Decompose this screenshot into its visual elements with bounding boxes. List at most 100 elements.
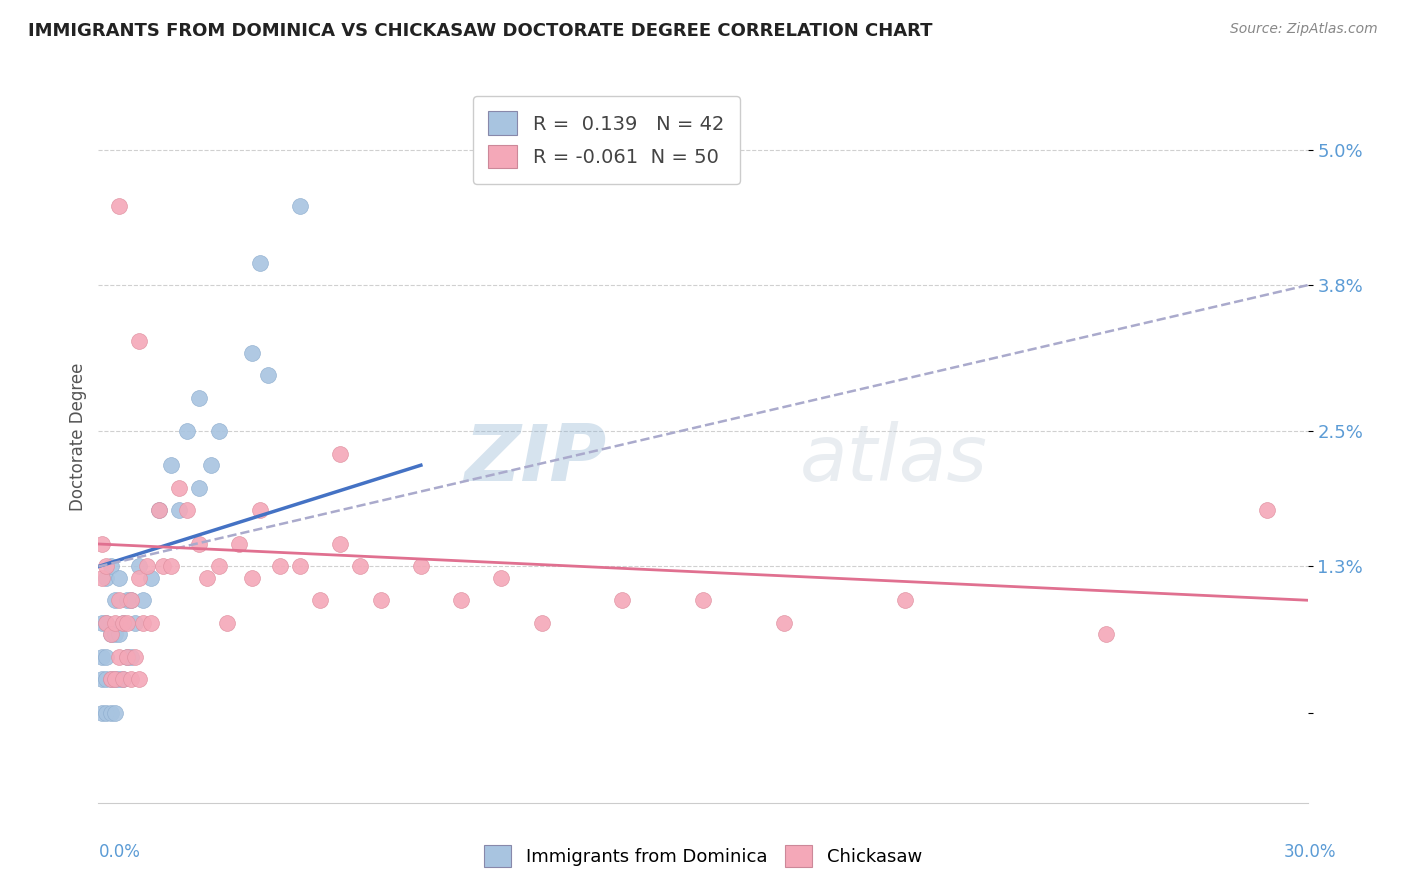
Point bbox=[107, 571, 129, 585]
Point bbox=[132, 615, 155, 630]
Point bbox=[370, 593, 392, 607]
Point bbox=[107, 593, 129, 607]
Point bbox=[120, 649, 142, 664]
Point bbox=[208, 559, 231, 574]
Point bbox=[309, 593, 332, 607]
Point bbox=[167, 481, 190, 495]
Point bbox=[96, 559, 118, 574]
Point bbox=[91, 706, 114, 720]
Point bbox=[128, 559, 150, 574]
Point bbox=[103, 615, 125, 630]
Point bbox=[139, 615, 162, 630]
Point bbox=[329, 537, 352, 551]
Point bbox=[115, 593, 138, 607]
Point bbox=[100, 559, 122, 574]
Point bbox=[148, 503, 170, 517]
Text: 0.0%: 0.0% bbox=[98, 843, 141, 861]
Point bbox=[120, 593, 142, 607]
Point bbox=[195, 571, 218, 585]
Point bbox=[772, 615, 794, 630]
Point bbox=[91, 537, 114, 551]
Point bbox=[96, 672, 118, 686]
Point bbox=[240, 345, 263, 359]
Point bbox=[249, 503, 271, 517]
Point bbox=[91, 672, 114, 686]
Point bbox=[176, 503, 198, 517]
Point bbox=[288, 199, 311, 213]
Legend: R =  0.139   N = 42, R = -0.061  N = 50: R = 0.139 N = 42, R = -0.061 N = 50 bbox=[472, 95, 740, 184]
Text: 30.0%: 30.0% bbox=[1284, 843, 1336, 861]
Point bbox=[96, 615, 118, 630]
Point bbox=[409, 559, 432, 574]
Point bbox=[1095, 627, 1118, 641]
Point bbox=[115, 649, 138, 664]
Point bbox=[240, 571, 263, 585]
Point bbox=[132, 593, 155, 607]
Point bbox=[530, 615, 553, 630]
Point bbox=[450, 593, 472, 607]
Point bbox=[176, 425, 198, 439]
Point bbox=[120, 593, 142, 607]
Point bbox=[288, 559, 311, 574]
Point bbox=[249, 255, 271, 269]
Point bbox=[167, 503, 190, 517]
Point bbox=[228, 537, 250, 551]
Point bbox=[96, 571, 118, 585]
Point bbox=[100, 672, 122, 686]
Point bbox=[120, 672, 142, 686]
Point bbox=[188, 481, 211, 495]
Text: ZIP: ZIP bbox=[464, 421, 606, 497]
Text: atlas: atlas bbox=[800, 421, 987, 497]
Text: IMMIGRANTS FROM DOMINICA VS CHICKASAW DOCTORATE DEGREE CORRELATION CHART: IMMIGRANTS FROM DOMINICA VS CHICKASAW DO… bbox=[28, 22, 932, 40]
Point bbox=[103, 593, 125, 607]
Point bbox=[111, 615, 134, 630]
Point bbox=[111, 615, 134, 630]
Point bbox=[269, 559, 291, 574]
Point bbox=[188, 391, 211, 405]
Point bbox=[329, 447, 352, 461]
Point bbox=[107, 627, 129, 641]
Point bbox=[160, 458, 183, 473]
Point bbox=[124, 615, 146, 630]
Point bbox=[893, 593, 915, 607]
Point bbox=[100, 627, 122, 641]
Point bbox=[128, 571, 150, 585]
Point bbox=[491, 571, 513, 585]
Point bbox=[217, 615, 239, 630]
Point bbox=[107, 672, 129, 686]
Point bbox=[91, 649, 114, 664]
Point bbox=[256, 368, 278, 383]
Point bbox=[188, 537, 211, 551]
Point bbox=[96, 706, 118, 720]
Point bbox=[115, 649, 138, 664]
Point bbox=[96, 615, 118, 630]
Point bbox=[91, 571, 114, 585]
Point bbox=[100, 627, 122, 641]
Point bbox=[148, 503, 170, 517]
Point bbox=[103, 627, 125, 641]
Point bbox=[100, 706, 122, 720]
Point bbox=[139, 571, 162, 585]
Point bbox=[107, 199, 129, 213]
Point bbox=[111, 672, 134, 686]
Point bbox=[115, 615, 138, 630]
Point bbox=[107, 649, 129, 664]
Point bbox=[135, 559, 157, 574]
Point bbox=[103, 672, 125, 686]
Point bbox=[692, 593, 714, 607]
Legend: Immigrants from Dominica, Chickasaw: Immigrants from Dominica, Chickasaw bbox=[477, 838, 929, 874]
Point bbox=[128, 672, 150, 686]
Point bbox=[208, 425, 231, 439]
Point bbox=[1256, 503, 1278, 517]
Point bbox=[103, 672, 125, 686]
Point bbox=[160, 559, 183, 574]
Point bbox=[200, 458, 222, 473]
Point bbox=[124, 649, 146, 664]
Point bbox=[111, 672, 134, 686]
Point bbox=[128, 334, 150, 349]
Point bbox=[612, 593, 634, 607]
Point bbox=[349, 559, 371, 574]
Point bbox=[152, 559, 174, 574]
Point bbox=[91, 615, 114, 630]
Y-axis label: Doctorate Degree: Doctorate Degree bbox=[69, 363, 87, 511]
